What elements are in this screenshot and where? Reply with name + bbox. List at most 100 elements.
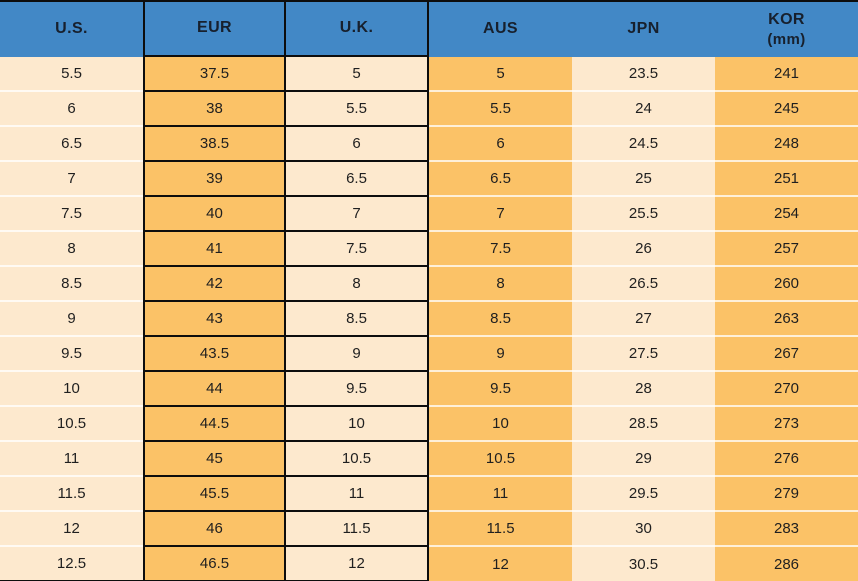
cell-us: 9 bbox=[0, 302, 143, 337]
table-row: 9.5 43.5 9 9 27.5 267 bbox=[0, 337, 858, 372]
table-row: 10 44 9.5 9.5 28 270 bbox=[0, 372, 858, 407]
cell-jpn: 28 bbox=[572, 372, 715, 407]
cell-kor: 283 bbox=[715, 512, 858, 547]
col-header-us: U.S. bbox=[0, 0, 143, 57]
table-row: 11 45 10.5 10.5 29 276 bbox=[0, 442, 858, 477]
cell-aus: 9.5 bbox=[429, 372, 572, 407]
col-header-kor-unit: (mm) bbox=[767, 30, 806, 48]
cell-us: 12.5 bbox=[0, 547, 143, 581]
cell-kor: 251 bbox=[715, 162, 858, 197]
col-header-kor: KOR (mm) bbox=[715, 0, 858, 57]
table-row: 7.5 40 7 7 25.5 254 bbox=[0, 197, 858, 232]
cell-eur: 37.5 bbox=[143, 57, 286, 92]
table-row: 6 38 5.5 5.5 24 245 bbox=[0, 92, 858, 127]
cell-kor: 245 bbox=[715, 92, 858, 127]
table-row: 11.5 45.5 11 11 29.5 279 bbox=[0, 477, 858, 512]
cell-aus: 10 bbox=[429, 407, 572, 442]
col-header-jpn-label: JPN bbox=[627, 20, 660, 38]
cell-uk: 6.5 bbox=[286, 162, 429, 197]
cell-us: 8 bbox=[0, 232, 143, 267]
table-row: 9 43 8.5 8.5 27 263 bbox=[0, 302, 858, 337]
cell-aus: 6 bbox=[429, 127, 572, 162]
cell-uk: 10.5 bbox=[286, 442, 429, 477]
cell-jpn: 30 bbox=[572, 512, 715, 547]
cell-jpn: 23.5 bbox=[572, 57, 715, 92]
cell-eur: 45.5 bbox=[143, 477, 286, 512]
cell-us: 6 bbox=[0, 92, 143, 127]
table-body: 5.5 37.5 5 5 23.5 241 6 38 5.5 5.5 24 245 6.5 38.5 6 6 2… bbox=[0, 57, 858, 581]
cell-kor: 260 bbox=[715, 267, 858, 302]
col-header-jpn: JPN bbox=[572, 0, 715, 57]
cell-jpn: 26 bbox=[572, 232, 715, 267]
cell-eur: 42 bbox=[143, 267, 286, 302]
cell-uk: 8.5 bbox=[286, 302, 429, 337]
cell-kor: 267 bbox=[715, 337, 858, 372]
cell-us: 6.5 bbox=[0, 127, 143, 162]
cell-jpn: 29.5 bbox=[572, 477, 715, 512]
cell-us: 8.5 bbox=[0, 267, 143, 302]
col-header-eur: EUR bbox=[143, 0, 286, 57]
cell-uk: 12 bbox=[286, 547, 429, 581]
cell-eur: 38.5 bbox=[143, 127, 286, 162]
col-header-uk-label: U.K. bbox=[339, 19, 374, 37]
cell-kor: 248 bbox=[715, 127, 858, 162]
cell-jpn: 30.5 bbox=[572, 547, 715, 581]
col-header-us-label: U.S. bbox=[55, 20, 88, 38]
cell-eur: 38 bbox=[143, 92, 286, 127]
cell-uk: 9 bbox=[286, 337, 429, 372]
cell-kor: 241 bbox=[715, 57, 858, 92]
cell-eur: 40 bbox=[143, 197, 286, 232]
cell-eur: 44 bbox=[143, 372, 286, 407]
col-header-kor-label: KOR bbox=[768, 11, 805, 29]
cell-eur: 45 bbox=[143, 442, 286, 477]
cell-us: 11 bbox=[0, 442, 143, 477]
cell-uk: 8 bbox=[286, 267, 429, 302]
cell-jpn: 26.5 bbox=[572, 267, 715, 302]
cell-us: 10.5 bbox=[0, 407, 143, 442]
cell-jpn: 25 bbox=[572, 162, 715, 197]
cell-uk: 5 bbox=[286, 57, 429, 92]
cell-us: 9.5 bbox=[0, 337, 143, 372]
cell-us: 7.5 bbox=[0, 197, 143, 232]
cell-us: 10 bbox=[0, 372, 143, 407]
col-header-aus-label: AUS bbox=[483, 20, 518, 38]
table-row: 7 39 6.5 6.5 25 251 bbox=[0, 162, 858, 197]
cell-eur: 44.5 bbox=[143, 407, 286, 442]
table-row: 5.5 37.5 5 5 23.5 241 bbox=[0, 57, 858, 92]
cell-aus: 6.5 bbox=[429, 162, 572, 197]
cell-jpn: 27 bbox=[572, 302, 715, 337]
cell-uk: 7 bbox=[286, 197, 429, 232]
cell-us: 5.5 bbox=[0, 57, 143, 92]
cell-kor: 286 bbox=[715, 547, 858, 581]
cell-uk: 6 bbox=[286, 127, 429, 162]
header-row: U.S. EUR U.K. AUS JPN KOR (mm) bbox=[0, 0, 858, 57]
cell-aus: 7 bbox=[429, 197, 572, 232]
table-header: U.S. EUR U.K. AUS JPN KOR (mm) bbox=[0, 0, 858, 57]
cell-aus: 5 bbox=[429, 57, 572, 92]
cell-uk: 7.5 bbox=[286, 232, 429, 267]
cell-eur: 41 bbox=[143, 232, 286, 267]
cell-eur: 43.5 bbox=[143, 337, 286, 372]
cell-kor: 257 bbox=[715, 232, 858, 267]
cell-kor: 279 bbox=[715, 477, 858, 512]
cell-uk: 10 bbox=[286, 407, 429, 442]
cell-eur: 46.5 bbox=[143, 547, 286, 581]
table-row: 10.5 44.5 10 10 28.5 273 bbox=[0, 407, 858, 442]
table-row: 8 41 7.5 7.5 26 257 bbox=[0, 232, 858, 267]
cell-eur: 43 bbox=[143, 302, 286, 337]
cell-aus: 9 bbox=[429, 337, 572, 372]
cell-kor: 273 bbox=[715, 407, 858, 442]
cell-uk: 5.5 bbox=[286, 92, 429, 127]
col-header-aus: AUS bbox=[429, 0, 572, 57]
col-header-uk: U.K. bbox=[286, 0, 429, 57]
cell-aus: 11.5 bbox=[429, 512, 572, 547]
cell-us: 11.5 bbox=[0, 477, 143, 512]
col-header-eur-label: EUR bbox=[197, 19, 232, 37]
cell-jpn: 24.5 bbox=[572, 127, 715, 162]
table-row: 12.5 46.5 12 12 30.5 286 bbox=[0, 547, 858, 581]
cell-kor: 276 bbox=[715, 442, 858, 477]
cell-jpn: 29 bbox=[572, 442, 715, 477]
cell-kor: 270 bbox=[715, 372, 858, 407]
